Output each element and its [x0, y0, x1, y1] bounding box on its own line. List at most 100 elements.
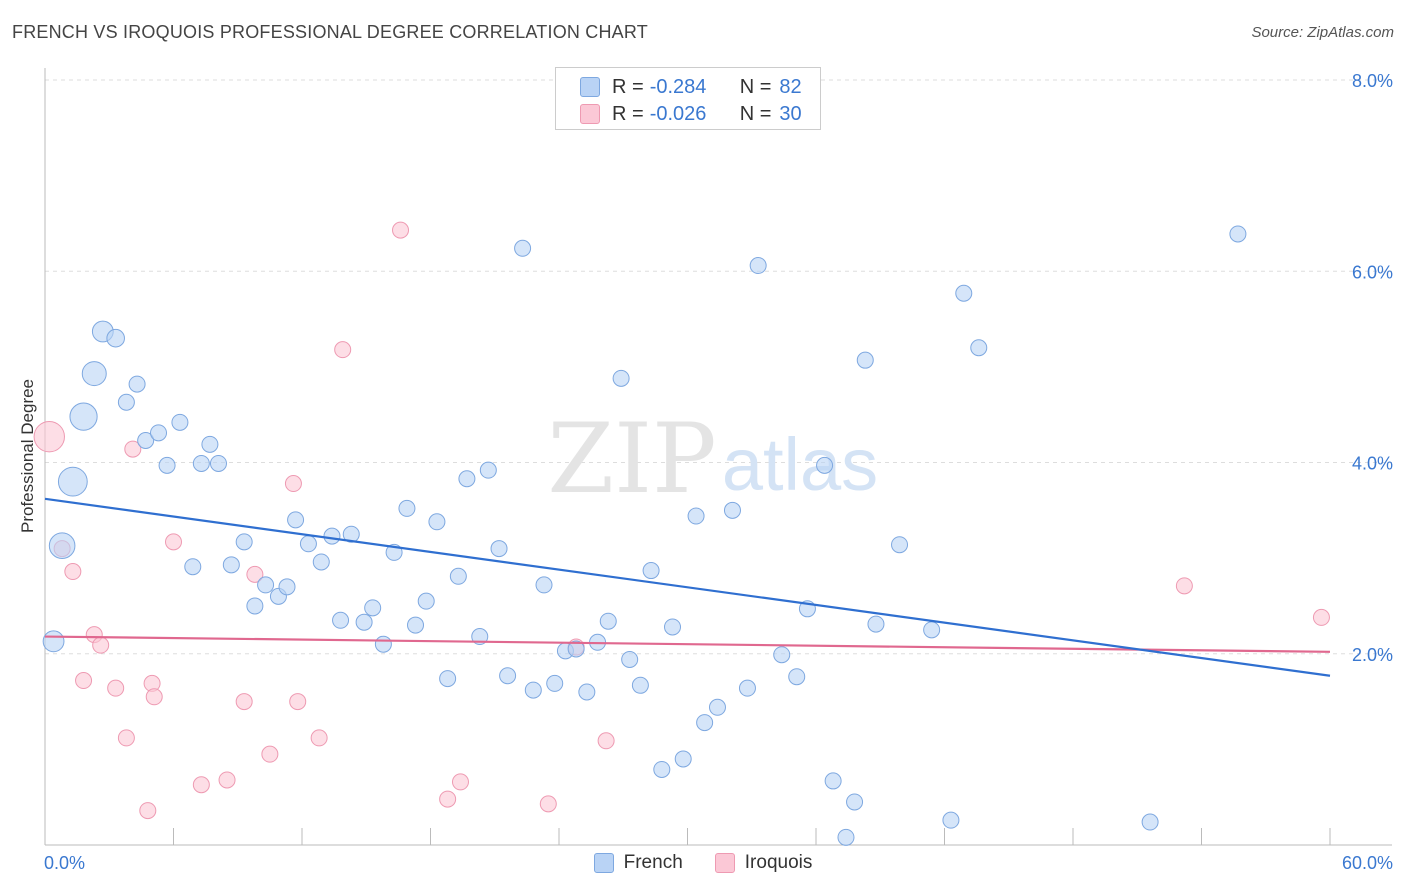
french-point	[137, 432, 155, 450]
french-point	[567, 640, 585, 658]
iroquois-point	[246, 565, 264, 583]
french-trend-line	[44, 497, 1331, 677]
french-points	[42, 225, 1247, 846]
french-point	[106, 328, 125, 348]
french-point	[837, 828, 855, 846]
french-point	[299, 535, 317, 553]
french-swatch	[580, 77, 600, 97]
y-tick-label: 4.0%	[1352, 454, 1393, 474]
french-point	[398, 499, 416, 517]
french-point	[458, 470, 476, 488]
french-point	[201, 435, 219, 453]
iroquois-point	[218, 771, 236, 789]
grid-lines	[45, 79, 1392, 655]
source-credit: Source: ZipAtlas.com	[1251, 24, 1394, 41]
french-point	[312, 553, 330, 571]
french-point	[738, 679, 756, 697]
french-point	[867, 615, 885, 633]
french-point	[278, 578, 296, 596]
french-point	[150, 424, 168, 442]
french-point	[323, 527, 341, 545]
french-point	[69, 402, 98, 431]
french-point	[514, 239, 532, 257]
chart-title: FRENCH VS IROQUOIS PROFESSIONAL DEGREE C…	[12, 22, 648, 42]
french-point	[674, 750, 692, 768]
x-tick-label: 0.0%	[44, 853, 85, 873]
french-point	[816, 456, 834, 474]
french-point	[128, 375, 146, 393]
french-point	[364, 599, 382, 617]
r-value: -0.284	[649, 75, 707, 98]
french-point	[970, 339, 988, 357]
x-tick-label: 60.0%	[1342, 853, 1393, 873]
iroquois-point	[334, 341, 352, 359]
french-point	[1229, 225, 1247, 243]
iroquois-trend-line	[44, 635, 1331, 653]
french-point	[664, 618, 682, 636]
iroquois-point	[192, 776, 210, 794]
french-point	[439, 670, 457, 688]
iroquois-points	[33, 221, 1330, 820]
watermark-atlas: atlas	[722, 423, 878, 506]
iroquois-point	[139, 802, 157, 820]
french-point	[708, 698, 726, 716]
french-point	[449, 567, 467, 585]
iroquois-point	[597, 732, 615, 750]
french-point	[687, 507, 705, 525]
r-label: R =	[612, 75, 644, 98]
french-point	[490, 540, 508, 558]
french-point	[355, 613, 373, 631]
french-point	[417, 592, 435, 610]
iroquois-point	[439, 790, 457, 808]
french-point	[923, 621, 941, 639]
french-point	[246, 597, 264, 615]
french-point	[621, 650, 639, 668]
french-point	[42, 630, 65, 653]
french-point	[222, 556, 240, 574]
iroquois-point	[107, 679, 125, 697]
stats-legend: R = -0.284 N = 82 R = -0.026 N = 30	[555, 67, 821, 130]
y-tick-label: 8.0%	[1352, 71, 1393, 91]
french-point	[235, 533, 253, 551]
french-point	[332, 611, 350, 629]
iroquois-point	[64, 563, 82, 581]
french-point	[788, 668, 806, 686]
french-point	[471, 628, 489, 646]
iroquois-point	[75, 672, 93, 690]
legend-label-french: French	[623, 852, 683, 873]
french-point	[499, 667, 517, 685]
n-label: N =	[739, 102, 772, 125]
trend-lines	[44, 497, 1331, 677]
french-point	[117, 393, 135, 411]
legend-row-french: R = -0.284 N = 82	[580, 74, 802, 100]
iroquois-swatch	[580, 104, 600, 124]
french-point	[1141, 813, 1159, 831]
legend-item-iroquois[interactable]: Iroquois	[714, 852, 812, 874]
r-label: R =	[612, 102, 644, 125]
french-swatch	[593, 853, 614, 873]
legend-item-french[interactable]: French	[593, 852, 683, 874]
french-point	[171, 413, 189, 431]
iroquois-point	[284, 475, 302, 493]
french-point	[209, 454, 227, 472]
legend-row-iroquois: R = -0.026 N = 30	[580, 101, 802, 127]
iroquois-point	[1175, 577, 1193, 595]
french-point	[57, 466, 88, 497]
french-point	[257, 576, 275, 594]
iroquois-point	[539, 795, 557, 813]
iroquois-point	[261, 745, 279, 763]
french-point	[342, 525, 360, 543]
y-tick-label: 2.0%	[1352, 645, 1393, 665]
french-point	[599, 612, 617, 630]
french-point	[612, 369, 630, 387]
french-point	[374, 635, 392, 653]
iroquois-point	[289, 693, 307, 711]
watermark: ZIP atlas	[547, 403, 878, 515]
r-value: -0.026	[649, 102, 707, 125]
n-label: N =	[739, 75, 772, 98]
y-tick-label: 6.0%	[1352, 262, 1393, 282]
french-point	[535, 576, 553, 594]
french-point	[846, 793, 864, 811]
iroquois-point	[310, 729, 328, 747]
